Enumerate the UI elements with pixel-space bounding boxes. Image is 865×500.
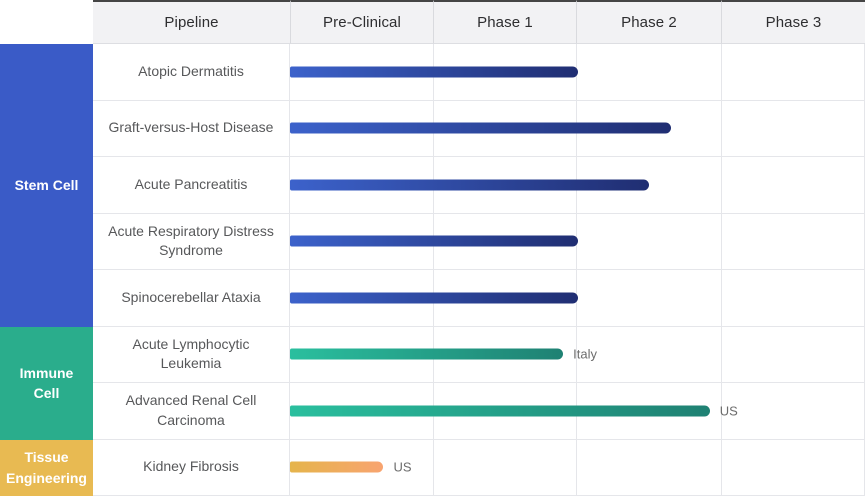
progress-cell-acute-pancreatitis [290,157,865,214]
country-label: US [393,459,412,475]
progress-bar-acute-lymphocytic-leukemia [290,348,564,360]
progress-cell-advanced-renal-cell-carcinoma: US [290,383,865,440]
pipeline-name-kidney-fibrosis: Kidney Fibrosis [93,439,290,496]
progress-cell-acute-lymphocytic-leukemia: Italy [290,326,865,383]
progress-bar-advanced-renal-cell-carcinoma [290,405,710,417]
pipeline-name-acute-pancreatitis: Acute Pancreatitis [93,157,290,214]
pipeline-name-acute-respiratory-distress-syndrome: Acute Respiratory Distress Syndrome [93,213,290,270]
category-immune-cell: Immune Cell [0,326,93,440]
pipeline-name-acute-lymphocytic-leukemia: Acute Lymphocytic Leukemia [93,326,290,383]
pipeline-name-atopic-dermatitis: Atopic Dermatitis [93,44,290,101]
progress-bar-acute-respiratory-distress-syndrome [290,235,578,247]
progress-cell-acute-respiratory-distress-syndrome [290,213,865,270]
category-tissue-engineering: Tissue Engineering [0,439,93,496]
pipeline-name-advanced-renal-cell-carcinoma: Advanced Renal Cell Carcinoma [93,383,290,440]
pipeline-body: Stem Cell Atopic Dermatitis Graft-versus-H… [0,44,865,496]
progress-cell-atopic-dermatitis [290,44,865,101]
header-phase1: Phase 1 [433,0,576,44]
pipeline-name-graft-versus-host-disease: Graft-versus-Host Disease [93,100,290,157]
country-label: Italy [573,346,597,362]
pipeline-name-spinocerebellar-ataxia: Spinocerebellar Ataxia [93,270,290,327]
header-corner-cell [0,0,93,44]
header-phase2: Phase 2 [576,0,721,44]
progress-bar-kidney-fibrosis [290,461,384,473]
progress-bar-spinocerebellar-ataxia [290,292,578,304]
category-stem-cell: Stem Cell [0,44,93,327]
progress-cell-graft-versus-host-disease [290,100,865,157]
progress-bar-graft-versus-host-disease [290,122,671,134]
header-pipeline: Pipeline [93,0,290,44]
header-phase3: Phase 3 [721,0,865,44]
progress-bar-atopic-dermatitis [290,66,578,78]
progress-cell-spinocerebellar-ataxia [290,270,865,327]
country-label: US [719,403,738,419]
phase-header-row: Pipeline Pre-Clinical Phase 1 Phase 2 Ph… [0,0,865,44]
header-preclinical: Pre-Clinical [290,0,433,44]
progress-bar-acute-pancreatitis [290,179,650,191]
progress-cell-kidney-fibrosis: US [290,439,865,496]
